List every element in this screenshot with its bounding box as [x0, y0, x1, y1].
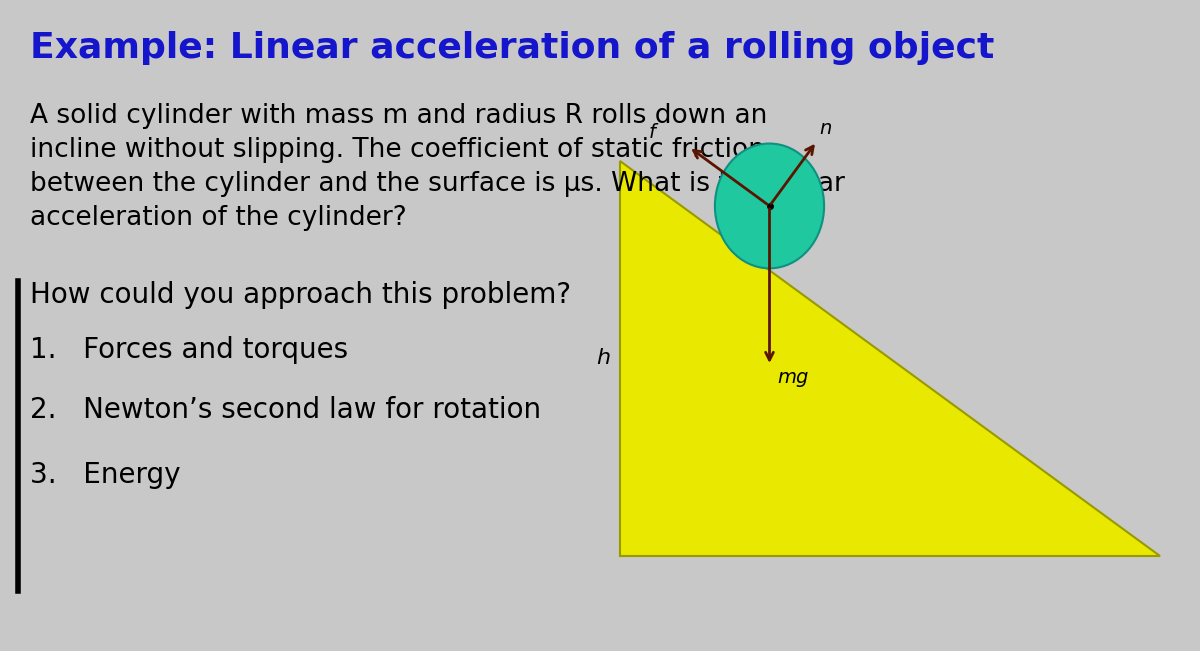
Text: f: f: [649, 123, 655, 142]
Text: between the cylinder and the surface is μs. What is the linear: between the cylinder and the surface is …: [30, 171, 845, 197]
Text: h: h: [596, 348, 610, 368]
Text: 3.   Energy: 3. Energy: [30, 461, 180, 489]
Ellipse shape: [715, 143, 824, 268]
Text: n: n: [820, 119, 832, 139]
Text: acceleration of the cylinder?: acceleration of the cylinder?: [30, 205, 407, 231]
Text: A solid cylinder with mass m and radius R rolls down an: A solid cylinder with mass m and radius …: [30, 103, 767, 129]
Text: 1.   Forces and torques: 1. Forces and torques: [30, 336, 348, 364]
Text: mg: mg: [778, 368, 809, 387]
Text: 2.   Newton’s second law for rotation: 2. Newton’s second law for rotation: [30, 396, 541, 424]
Text: incline without slipping. The coefficient of static friction: incline without slipping. The coefficien…: [30, 137, 766, 163]
Text: How could you approach this problem?: How could you approach this problem?: [30, 281, 571, 309]
Polygon shape: [620, 161, 1160, 556]
Text: Example: Linear acceleration of a rolling object: Example: Linear acceleration of a rollin…: [30, 31, 995, 65]
